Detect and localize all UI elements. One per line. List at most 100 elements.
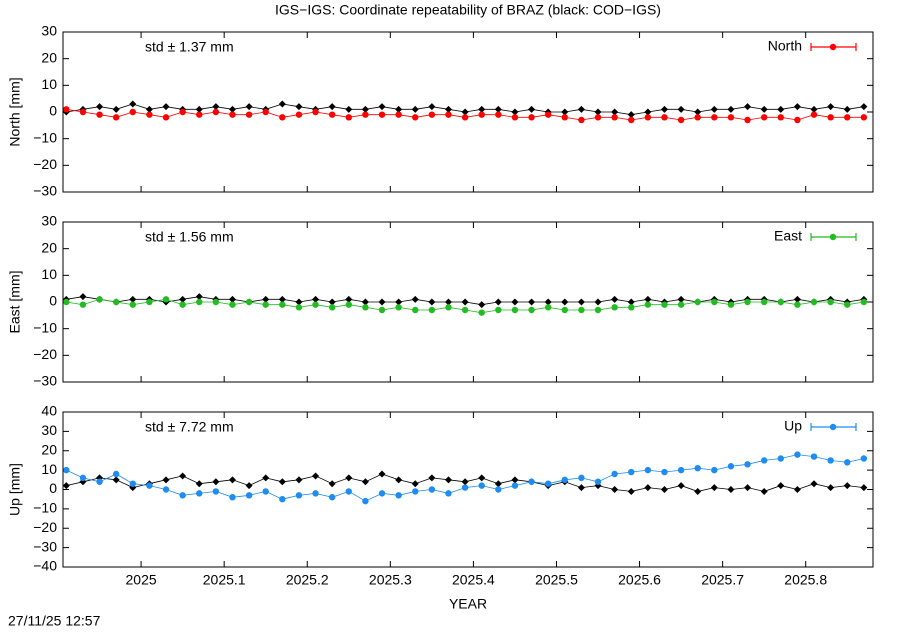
point (777, 105, 785, 113)
point (345, 488, 352, 495)
point (312, 301, 319, 308)
point (744, 484, 752, 492)
point (644, 466, 652, 474)
y-tick-label: −20 (33, 519, 57, 535)
x-axis-label: YEAR (449, 596, 487, 612)
point (727, 301, 735, 308)
point (611, 114, 618, 121)
point (777, 298, 784, 306)
point (262, 488, 269, 495)
point (112, 470, 120, 478)
point (495, 486, 502, 493)
point (428, 306, 436, 314)
point (312, 490, 319, 497)
point (727, 114, 735, 121)
point (644, 295, 652, 303)
point (677, 301, 685, 308)
point (395, 111, 402, 118)
point (428, 486, 436, 493)
y-tick-label: 0 (49, 293, 57, 309)
y-tick-label: 30 (41, 422, 57, 438)
point (345, 295, 353, 303)
point (146, 482, 153, 489)
point (444, 476, 452, 484)
point (544, 480, 552, 487)
point (577, 105, 585, 113)
point (146, 111, 153, 118)
y-tick-label: 40 (41, 403, 57, 419)
point (461, 108, 469, 116)
point (843, 482, 851, 490)
point (328, 111, 336, 118)
y-tick-label: −30 (33, 373, 57, 389)
point (229, 301, 236, 308)
point (279, 114, 286, 121)
point (262, 301, 269, 308)
point (794, 451, 801, 458)
point (511, 114, 519, 121)
point (793, 486, 801, 493)
point (843, 105, 851, 113)
point (710, 484, 718, 492)
point (229, 111, 236, 118)
point (428, 474, 436, 482)
point (711, 114, 718, 121)
point (810, 453, 818, 460)
point (345, 301, 352, 308)
point (412, 114, 419, 121)
plot-frame (62, 31, 874, 193)
point (361, 105, 369, 113)
point (228, 476, 236, 484)
x-tick-label: 2025.2 (286, 572, 329, 588)
point (744, 103, 752, 111)
point (295, 103, 303, 111)
y-tick-label: 30 (41, 213, 57, 229)
point (362, 304, 369, 311)
point (661, 301, 668, 308)
point (760, 457, 768, 464)
point (594, 478, 602, 485)
point (395, 492, 402, 499)
point (627, 298, 635, 306)
point (445, 304, 452, 311)
point (478, 474, 486, 482)
point (727, 486, 735, 493)
point (495, 111, 502, 118)
point (760, 114, 768, 121)
point (844, 114, 851, 121)
point (777, 455, 784, 462)
point (146, 298, 153, 306)
point (212, 108, 220, 116)
y-tick-label: 30 (41, 23, 57, 39)
point (378, 111, 386, 118)
point (677, 105, 685, 113)
point (478, 105, 486, 113)
point (677, 295, 685, 303)
point (378, 298, 386, 306)
point (312, 108, 319, 116)
point (561, 476, 568, 484)
point (162, 103, 170, 111)
point (577, 298, 585, 306)
point (860, 114, 868, 121)
point (660, 105, 668, 113)
point (395, 105, 403, 113)
point (79, 108, 87, 116)
point (594, 306, 602, 314)
point (760, 298, 768, 306)
point (328, 494, 336, 501)
legend-label: East (774, 228, 802, 244)
point (644, 114, 652, 121)
timestamp: 27/11/25 12:57 (8, 613, 101, 629)
point (860, 298, 868, 306)
y-tick-label: −20 (33, 346, 57, 362)
point (561, 108, 569, 116)
point (827, 103, 835, 111)
point (528, 114, 535, 121)
point (179, 301, 186, 308)
point (378, 306, 386, 314)
point (744, 461, 751, 468)
point (395, 304, 402, 311)
point (810, 111, 818, 118)
point (395, 476, 403, 484)
